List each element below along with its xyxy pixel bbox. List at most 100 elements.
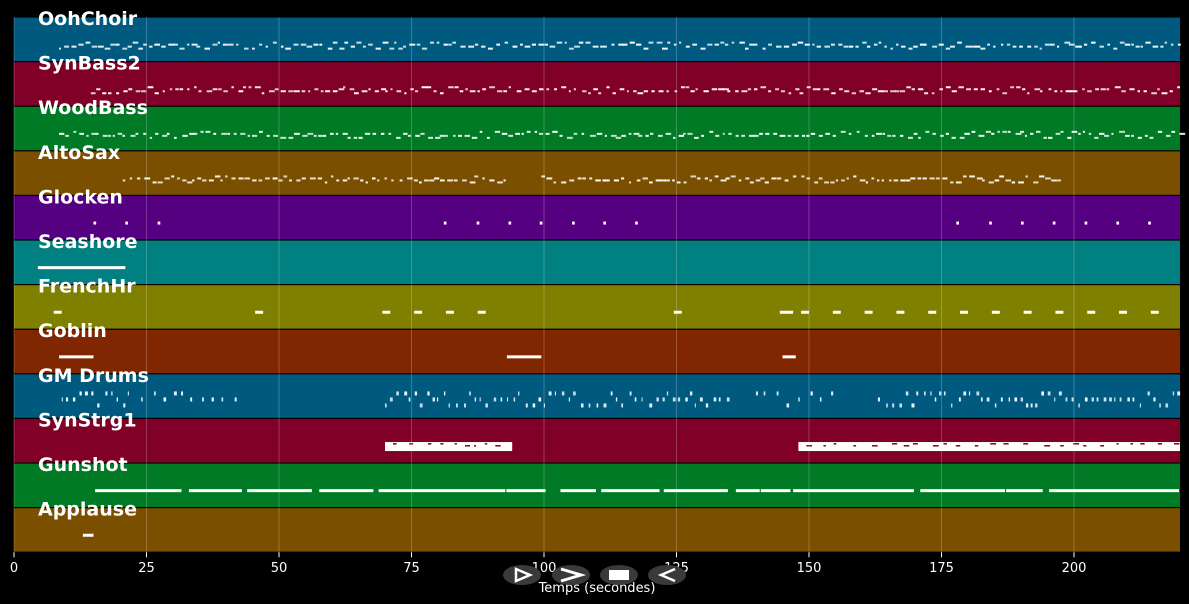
note — [301, 177, 306, 180]
note — [465, 88, 468, 91]
note — [336, 179, 340, 182]
note — [889, 179, 892, 182]
note — [157, 221, 161, 225]
rewind-button[interactable] — [648, 565, 686, 585]
note — [1171, 130, 1176, 133]
note — [649, 132, 654, 135]
note — [378, 489, 506, 493]
note — [73, 130, 77, 133]
note-gap — [484, 443, 488, 445]
note — [877, 397, 881, 402]
note — [615, 136, 622, 139]
note — [324, 181, 328, 184]
note — [566, 136, 573, 139]
note — [638, 134, 643, 137]
note — [544, 43, 549, 46]
play-button[interactable] — [503, 565, 541, 585]
note — [1055, 132, 1061, 135]
note — [619, 88, 625, 91]
note — [582, 90, 587, 93]
note — [1026, 403, 1029, 408]
note — [546, 88, 550, 91]
note-gap — [990, 443, 997, 445]
note — [976, 177, 983, 180]
note — [745, 177, 750, 180]
note — [242, 86, 246, 89]
note — [739, 41, 745, 44]
note — [192, 179, 195, 182]
note — [890, 90, 896, 93]
note — [677, 397, 681, 402]
note-gap — [1023, 443, 1029, 445]
note — [872, 88, 878, 91]
note — [884, 45, 887, 48]
fast-forward-button[interactable] — [552, 565, 590, 585]
note — [143, 132, 147, 135]
note — [274, 88, 279, 91]
note — [1049, 43, 1055, 46]
note — [560, 489, 596, 493]
note — [84, 391, 88, 396]
note — [801, 175, 805, 178]
note — [508, 221, 512, 225]
note — [268, 90, 275, 93]
note — [629, 41, 635, 44]
note — [980, 88, 985, 91]
note — [1019, 45, 1023, 48]
note — [454, 86, 459, 89]
note — [687, 132, 693, 135]
note — [59, 47, 62, 50]
note — [364, 132, 371, 135]
note — [288, 136, 294, 139]
stop-button[interactable] — [600, 565, 638, 585]
note — [1030, 403, 1033, 408]
note — [832, 134, 836, 137]
note — [817, 88, 821, 91]
note — [664, 179, 670, 182]
note — [247, 134, 250, 137]
note — [1039, 47, 1042, 50]
note — [414, 90, 419, 93]
note — [251, 134, 258, 137]
note — [971, 130, 976, 133]
note — [1012, 45, 1017, 48]
note — [91, 45, 98, 48]
note — [881, 179, 884, 182]
note — [1054, 90, 1058, 93]
note — [589, 177, 593, 180]
note — [398, 47, 403, 50]
note — [939, 88, 943, 91]
note — [755, 179, 761, 182]
note — [1030, 132, 1034, 135]
note — [1020, 130, 1025, 133]
note — [1160, 45, 1164, 48]
note — [932, 45, 938, 48]
note — [503, 90, 508, 93]
note — [853, 175, 857, 178]
note — [448, 43, 452, 46]
note — [173, 391, 177, 396]
note — [396, 136, 401, 139]
note — [900, 134, 904, 137]
track-label: Gunshot — [38, 454, 128, 476]
note — [856, 130, 860, 133]
note — [525, 403, 528, 408]
fast-forward-icon — [560, 567, 587, 583]
track-lane — [14, 508, 1180, 552]
note — [486, 136, 490, 139]
note — [715, 134, 720, 137]
note — [598, 92, 602, 95]
note — [108, 134, 112, 137]
note — [999, 175, 1004, 178]
note — [327, 47, 333, 50]
note — [1150, 310, 1159, 314]
note — [382, 41, 389, 44]
note — [171, 175, 175, 178]
x-axis-label: Temps (secondes) — [538, 581, 656, 596]
note — [1014, 397, 1018, 402]
note — [701, 134, 704, 137]
note — [792, 43, 797, 46]
note — [613, 179, 619, 182]
note — [79, 132, 85, 135]
note — [538, 132, 544, 135]
